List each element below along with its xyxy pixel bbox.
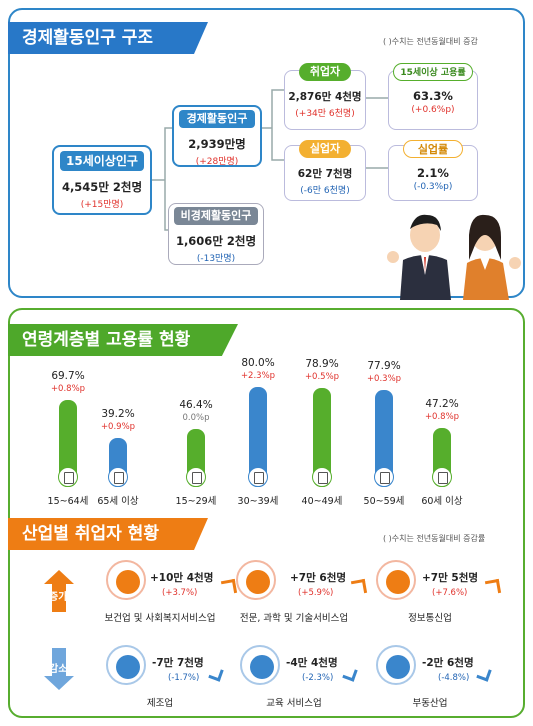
econ-active-change: (+28만명) (195, 157, 239, 167)
decrease-marker: 감소 (44, 648, 74, 690)
emp-rate-value: 63.3% (413, 89, 453, 103)
age-value-label: 80.0% (241, 357, 275, 369)
graduation-cap-icon (240, 645, 280, 685)
decrease-label: 감소 (49, 664, 68, 675)
industry-change: (+3.7%) (162, 588, 198, 598)
industry-name: 보건업 및 사회복지서비스업 (104, 613, 216, 624)
phone-icon (376, 560, 416, 600)
age-category-label: 30~39세 (237, 496, 279, 507)
up-arrow-icon (484, 578, 502, 596)
unemployed-value: 62만 7천명 (297, 168, 353, 180)
flask-icon (236, 560, 276, 600)
industry-name: 제조업 (146, 698, 174, 709)
age-category-label: 15~29세 (175, 496, 217, 507)
section2-title: 연령계층별 고용률 현황 (8, 324, 238, 356)
age-change-label: +0.9%p (100, 422, 136, 432)
increase-label: 증가 (49, 592, 68, 603)
age-category-label: 15~64세 (47, 496, 89, 507)
pop15-box: 15세이상인구 4,545만 2천명 (+15만명) (52, 145, 152, 215)
unemployed-box: 실업자 62만 7천명 (-6만 6천명) (284, 140, 366, 201)
up-arrow-icon (350, 578, 368, 596)
industry-value: +10만 4천명 (150, 572, 214, 584)
pop15-value: 4,545만 2천명 (61, 180, 143, 194)
section1-note: ( )수치는 전년동월대비 증감 (383, 37, 478, 46)
business-people-illustration (387, 214, 521, 300)
chart-document-icon (186, 467, 206, 487)
age-value-label: 69.7% (51, 369, 85, 382)
chart-document-icon (58, 467, 78, 487)
industry-change: (-4.8%) (438, 673, 470, 683)
age-change-label: +2.3%p (240, 371, 276, 381)
emp-rate-box: 15세이상 고용률 63.3% (+0.6%p) (388, 63, 478, 130)
medical-kit-icon (106, 560, 146, 600)
industry-change: (-2.3%) (302, 673, 334, 683)
age-category-label: 65세 이상 (97, 496, 139, 507)
chart-document-icon (248, 467, 268, 487)
age-value-label: 39.2% (101, 408, 135, 420)
unemp-rate-box: 실업률 2.1% (-0.3%p) (388, 140, 478, 201)
chart-document-icon (312, 467, 332, 487)
emp-rate-label: 15세이상 고용률 (393, 63, 473, 81)
age-value-label: 46.4% (179, 399, 213, 411)
employed-label: 취업자 (299, 63, 351, 81)
pop15-label: 15세이상인구 (60, 151, 144, 171)
industry-change: (-1.7%) (168, 673, 200, 683)
age-value-label: 78.9% (305, 358, 339, 371)
house-won-icon (376, 645, 416, 685)
pop15-change: (+15만명) (80, 200, 124, 210)
unemployed-change: (-6만 6천명) (300, 186, 350, 196)
unemp-rate-change: (-0.3%p) (413, 182, 453, 192)
econ-active-value: 2,939만명 (188, 137, 246, 151)
employed-change: (+34만 6천명) (295, 109, 355, 119)
age-employment-chart: 69.7% +0.8%p 15~64세 39.2% +0.9%p 65세 이상 46.4% 0… (47, 357, 463, 507)
industry-value: -2만 6천명 (422, 657, 474, 669)
industry-value: +7만 6천명 (290, 572, 347, 584)
chart-document-icon (108, 467, 128, 487)
section1-title: 경제활동인구 구조 (8, 22, 208, 54)
chart-document-icon (432, 467, 452, 487)
unemployed-label: 실업자 (299, 140, 351, 158)
age-bar-5 (375, 389, 393, 487)
age-bar-4 (313, 388, 331, 487)
age-change-label: +0.5%p (304, 372, 340, 383)
age-category-label: 40~49세 (301, 496, 343, 507)
section3-note: ( )수치는 전년동월대비 증감률 (383, 534, 486, 543)
age-bar-0 (59, 399, 77, 487)
non-active-box: 비경제활동인구 1,606만 2천명 (-13만명) (168, 203, 264, 265)
industry-value: +7만 5천명 (422, 572, 479, 584)
age-change-label: +0.3%p (366, 373, 402, 384)
industry-change: (+5.9%) (298, 588, 334, 598)
age-value-label: 77.9% (367, 359, 401, 372)
chart-document-icon (374, 467, 394, 487)
section3-title: 산업별 취업자 현황 (8, 518, 208, 550)
age-change-label: +0.8%p (424, 412, 460, 422)
unemp-rate-value: 2.1% (417, 166, 449, 180)
non-active-value: 1,606만 2천명 (175, 234, 257, 248)
non-active-change: (-13만명) (196, 254, 236, 264)
industry-change: (+7.6%) (432, 588, 468, 598)
econ-active-box: 경제활동인구 2,939만명 (+28만명) (172, 105, 262, 167)
age-category-label: 60세 이상 (421, 496, 463, 507)
employed-value: 2,876만 4천명 (288, 91, 362, 103)
industry-name: 교육 서비스업 (266, 698, 322, 709)
industry-name: 부동산업 (412, 698, 448, 709)
up-arrow-icon (220, 578, 238, 596)
industry-value: -7만 7천명 (152, 657, 204, 669)
non-active-label: 비경제활동인구 (174, 207, 258, 225)
age-category-label: 50~59세 (363, 496, 405, 507)
age-bar-3 (249, 387, 267, 487)
industry-value: -4만 4천명 (286, 657, 338, 669)
industry-name: 정보통신업 (408, 613, 452, 624)
age-change-label: 0.0%p (182, 413, 210, 423)
increase-marker: 증가 (44, 570, 74, 612)
industry-name: 전문, 과학 및 기술서비스업 (239, 613, 349, 624)
econ-active-label: 경제활동인구 (179, 110, 255, 128)
age-change-label: +0.8%p (50, 383, 86, 394)
employed-box: 취업자 2,876만 4천명 (+34만 6천명) (284, 63, 366, 130)
unemp-rate-label: 실업률 (403, 140, 463, 158)
emp-rate-change: (+0.6%p) (411, 105, 455, 115)
age-value-label: 47.2% (425, 398, 459, 410)
gear-icon (106, 645, 146, 685)
